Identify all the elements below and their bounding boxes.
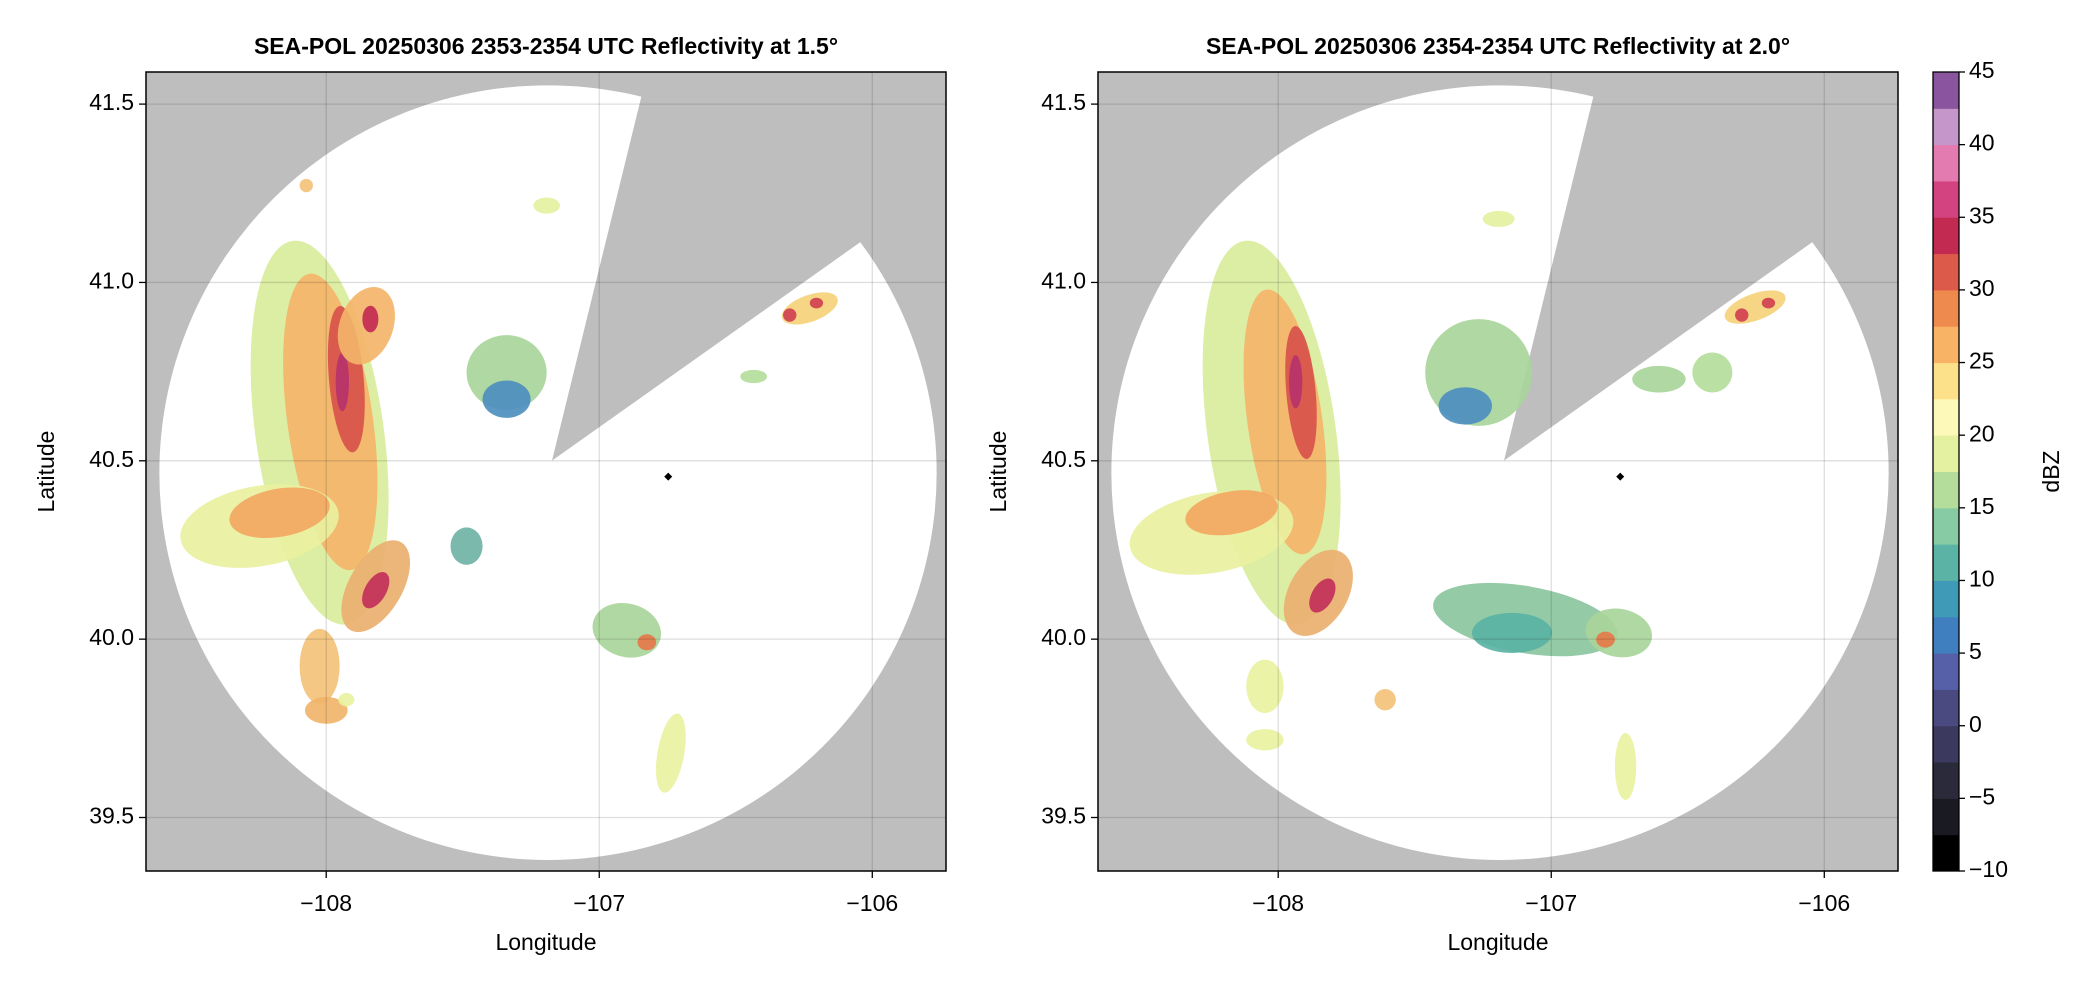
colorbar-bin (1933, 616, 1959, 654)
y-axis-label: Latitude (985, 431, 1011, 513)
reflectivity-echo (1596, 631, 1615, 648)
y-tick-label: 41.0 (89, 268, 134, 294)
y-axis-label: Latitude (33, 431, 59, 513)
reflectivity-echo (304, 697, 348, 724)
y-tick-label: 39.5 (89, 803, 134, 829)
reflectivity-echo (1185, 490, 1278, 536)
radar-site-marker (1616, 472, 1625, 481)
reflectivity-echo (1614, 733, 1637, 800)
colorbar-tick-label: 15 (1969, 493, 1995, 519)
reflectivity-echo (1438, 387, 1492, 425)
colorbar-tick-label: 30 (1969, 275, 1995, 301)
colorbar-label: dBZ (2038, 450, 2064, 492)
colorbar-tick-label: 10 (1969, 566, 1995, 592)
blocked-sector (1504, 72, 1898, 461)
x-axis-label: Longitude (1447, 929, 1548, 955)
y-tick-label: 41.0 (1041, 268, 1086, 294)
colorbar-tick-label: 40 (1969, 130, 1995, 156)
colorbar-bin (1933, 326, 1959, 364)
x-axis-label: Longitude (495, 929, 596, 955)
axes-frame (1097, 71, 1899, 872)
reflectivity-echo (229, 487, 330, 538)
axes-frame (145, 71, 947, 872)
y-tick-label: 40.5 (1041, 446, 1086, 472)
colorbar-bin (1933, 798, 1959, 836)
chart-title: SEA-POL 20250306 2354-2354 UTC Reflectiv… (1206, 33, 1790, 59)
reflectivity-echo (1374, 689, 1396, 711)
reflectivity-echo (1309, 578, 1336, 613)
reflectivity-echo (655, 713, 686, 793)
colorbar-bin (1933, 398, 1959, 436)
colorbar-bin (1933, 471, 1959, 509)
colorbar-bin (1933, 217, 1959, 255)
colorbar-bin (1933, 253, 1959, 291)
colorbar-bin (1933, 653, 1959, 690)
colorbar-bin (1933, 689, 1959, 727)
x-tick-label: −106 (846, 890, 898, 916)
y-tick-label: 41.5 (1041, 89, 1086, 115)
y-tick-label: 40.0 (1041, 624, 1086, 650)
colorbar-tick-label: 20 (1969, 420, 1995, 446)
colorbar-bin (1933, 108, 1959, 146)
colorbar-bin (1933, 144, 1959, 182)
colorbar-tick-label: 45 (1969, 57, 1995, 83)
reflectivity-echo (1632, 365, 1686, 393)
colorbar-tick-label: 25 (1969, 348, 1995, 374)
colorbar-tick-label: 0 (1969, 711, 1982, 737)
reflectivity-echo (482, 380, 531, 418)
map-panel (1098, 72, 1898, 871)
x-tick-label: −106 (1798, 890, 1850, 916)
reflectivity-echo (1246, 729, 1284, 751)
colorbar-bin (1933, 72, 1959, 109)
colorbar-bin (1933, 180, 1959, 218)
colorbar-bin (1933, 507, 1959, 545)
colorbar-bin (1933, 289, 1959, 327)
y-tick-label: 40.5 (89, 446, 134, 472)
reflectivity-echo (809, 297, 824, 309)
reflectivity-echo (335, 352, 350, 412)
map-panel (146, 72, 946, 871)
blocked-sector (552, 72, 946, 461)
colorbar-tick-label: −5 (1969, 783, 1995, 809)
x-tick-label: −107 (1525, 890, 1577, 916)
reflectivity-echo (1735, 308, 1749, 322)
y-tick-label: 39.5 (1041, 803, 1086, 829)
x-tick-label: −107 (573, 890, 625, 916)
reflectivity-echo (1471, 612, 1553, 653)
colorbar-tick-label: 35 (1969, 202, 1995, 228)
colorbar-bin (1933, 435, 1959, 472)
colorbar-tick-label: 5 (1969, 638, 1982, 664)
colorbar-tick-label: −10 (1969, 856, 2008, 882)
colorbar-frame (1932, 71, 1960, 872)
y-tick-label: 40.0 (89, 624, 134, 650)
reflectivity-echo (740, 369, 768, 384)
colorbar-bin (1933, 580, 1959, 618)
colorbar-bin (1933, 725, 1959, 763)
chart-title: SEA-POL 20250306 2353-2354 UTC Reflectiv… (254, 33, 838, 59)
radar-site-marker (664, 472, 673, 481)
reflectivity-echo (533, 197, 561, 214)
reflectivity-echo (1482, 210, 1515, 227)
y-tick-label: 41.5 (89, 89, 134, 115)
colorbar-bin (1933, 544, 1959, 581)
x-tick-label: −108 (300, 890, 352, 916)
reflectivity-echo (1761, 297, 1776, 309)
reflectivity-echo (299, 178, 313, 193)
colorbar-bin (1933, 834, 1959, 872)
reflectivity-echo (1692, 352, 1733, 393)
reflectivity-echo (362, 572, 390, 609)
reflectivity-echo (783, 308, 797, 322)
reflectivity-echo (338, 693, 355, 707)
colorbar-bin (1933, 762, 1959, 799)
reflectivity-echo (1288, 355, 1303, 409)
reflectivity-echo (299, 628, 340, 704)
reflectivity-echo (1246, 659, 1284, 714)
colorbar-bin (1933, 362, 1959, 400)
x-tick-label: −108 (1252, 890, 1304, 916)
reflectivity-echo (450, 527, 483, 565)
reflectivity-echo (637, 634, 657, 651)
reflectivity-echo (362, 305, 379, 333)
